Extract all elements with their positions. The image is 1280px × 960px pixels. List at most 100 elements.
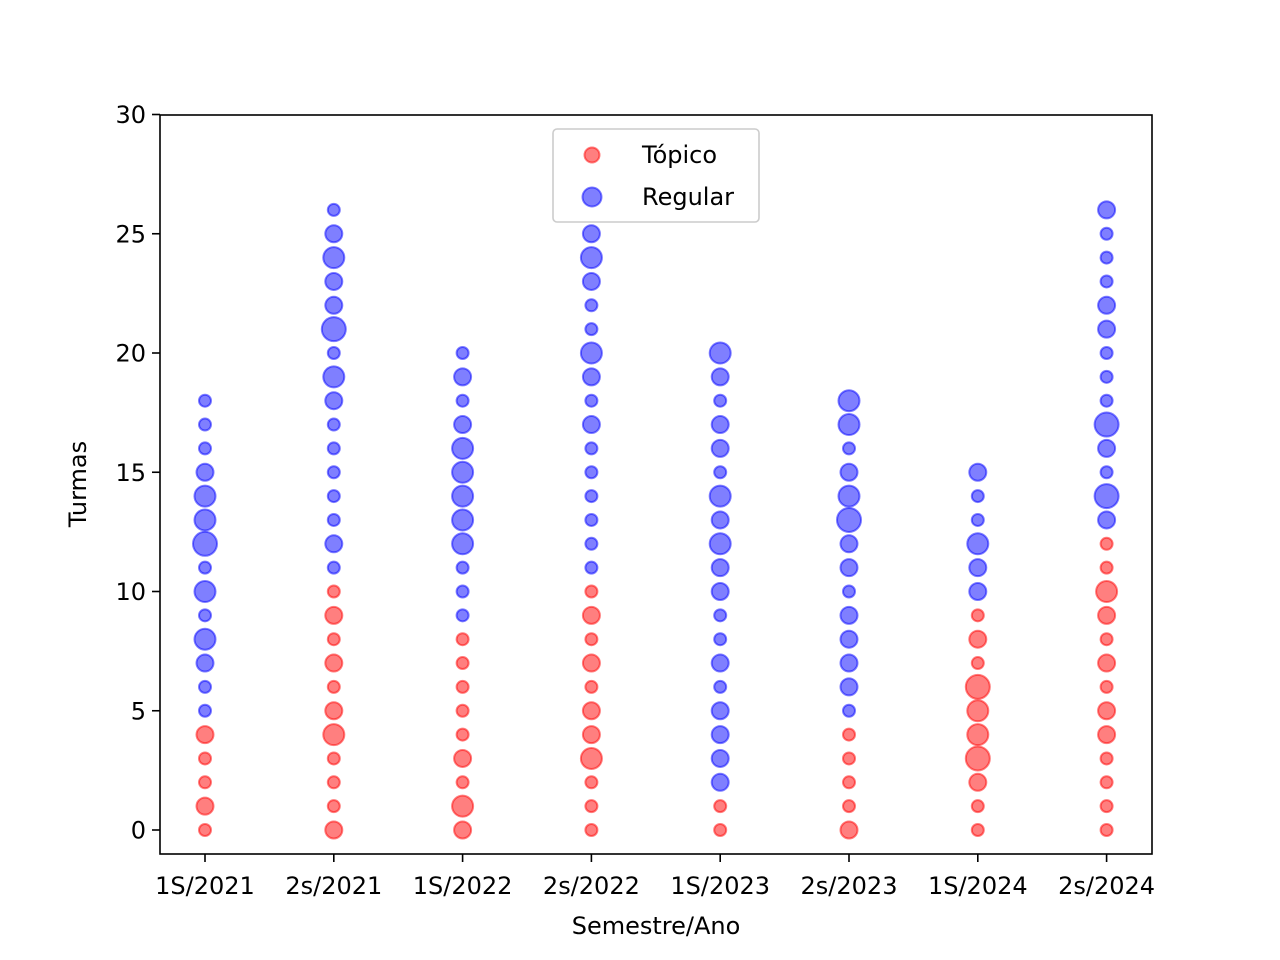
point-topico [451, 794, 475, 818]
point-topico [964, 745, 991, 772]
point-topico [195, 725, 215, 745]
legend-label-regular: Regular [642, 183, 734, 211]
point-regular [1099, 369, 1114, 384]
point-topico [326, 632, 341, 647]
point-regular [713, 679, 728, 694]
x-axis: 1S/2021 2s/2021 1S/2022 2s/2022 1S/2023 2s/20… [155, 854, 1155, 900]
point-topico [326, 584, 341, 599]
point-topico [581, 725, 601, 745]
point-regular [581, 367, 601, 387]
point-regular [842, 584, 856, 599]
point-regular [193, 508, 217, 532]
point-regular [320, 316, 347, 343]
point-regular [584, 512, 599, 527]
point-topico [581, 701, 601, 721]
point-regular [710, 772, 730, 792]
point-regular [451, 460, 475, 484]
point-regular [836, 506, 862, 533]
point-topico [195, 796, 215, 816]
point-regular [581, 224, 601, 244]
point-regular [1097, 510, 1117, 530]
point-regular [455, 584, 470, 599]
point-regular [198, 441, 212, 456]
point-regular [326, 560, 341, 575]
legend-marker-regular [581, 186, 603, 208]
point-regular [842, 441, 856, 456]
point-regular [584, 465, 599, 480]
point-regular [839, 605, 859, 625]
point-topico [1097, 653, 1117, 673]
x-tick-label: 2s/2023 [801, 872, 898, 900]
point-topico [198, 823, 212, 837]
point-topico [455, 632, 470, 647]
point-regular [708, 532, 732, 556]
point-regular [839, 534, 859, 554]
point-topico [579, 746, 603, 770]
point-regular [198, 679, 212, 694]
point-topico [584, 584, 599, 599]
point-topico [581, 605, 601, 625]
point-regular [453, 367, 473, 387]
point-regular [970, 489, 985, 504]
point-regular [195, 653, 215, 673]
plot-frame [159, 114, 1153, 855]
point-topico [1099, 536, 1114, 551]
point-regular [710, 558, 730, 578]
point-topico [584, 823, 599, 837]
point-regular [193, 484, 217, 508]
point-regular [713, 632, 728, 647]
legend-box [552, 128, 760, 223]
data-points [192, 200, 1120, 840]
point-topico [322, 723, 346, 747]
x-tick-label: 1S/2022 [413, 872, 513, 900]
legend-marker-topico [583, 146, 601, 164]
point-regular [584, 560, 599, 575]
point-regular [584, 536, 599, 551]
point-topico [324, 701, 344, 721]
y-tick-label: 15 [115, 459, 146, 487]
y-axis-label: Turmas [64, 441, 92, 528]
point-regular [708, 484, 732, 508]
y-tick-label: 30 [115, 101, 146, 129]
point-topico [713, 799, 728, 814]
x-tick-label: 2s/2021 [285, 872, 382, 900]
point-regular [455, 393, 470, 408]
point-topico [455, 727, 470, 742]
point-regular [451, 484, 475, 508]
point-regular [710, 725, 730, 745]
y-tick-label: 0 [131, 817, 146, 845]
point-regular [324, 271, 344, 291]
point-regular [193, 627, 217, 651]
point-regular [322, 365, 346, 389]
point-regular [842, 703, 856, 718]
point-regular [584, 441, 599, 456]
point-regular [584, 489, 599, 504]
legend-label-topico: Tópico [641, 141, 717, 169]
point-regular [710, 415, 730, 435]
point-topico [584, 799, 599, 814]
point-regular [192, 530, 218, 557]
point-regular [451, 532, 475, 556]
legend: Tópico Regular [552, 128, 760, 223]
point-regular [1097, 200, 1117, 220]
point-topico [1099, 679, 1114, 694]
point-regular [198, 560, 212, 575]
point-topico [1099, 751, 1114, 766]
point-regular [713, 393, 728, 408]
point-regular [710, 367, 730, 387]
point-topico [455, 679, 470, 694]
point-topico [326, 799, 341, 814]
point-regular [324, 295, 344, 315]
y-tick-label: 5 [131, 697, 146, 725]
point-topico [455, 703, 470, 718]
point-regular [326, 465, 341, 480]
x-tick-label: 2s/2024 [1058, 872, 1155, 900]
point-topico [970, 656, 985, 671]
point-regular [837, 484, 861, 508]
point-regular [198, 417, 212, 432]
point-topico [968, 629, 988, 649]
point-regular [193, 580, 217, 603]
point-topico [839, 820, 859, 840]
point-regular [710, 748, 730, 768]
